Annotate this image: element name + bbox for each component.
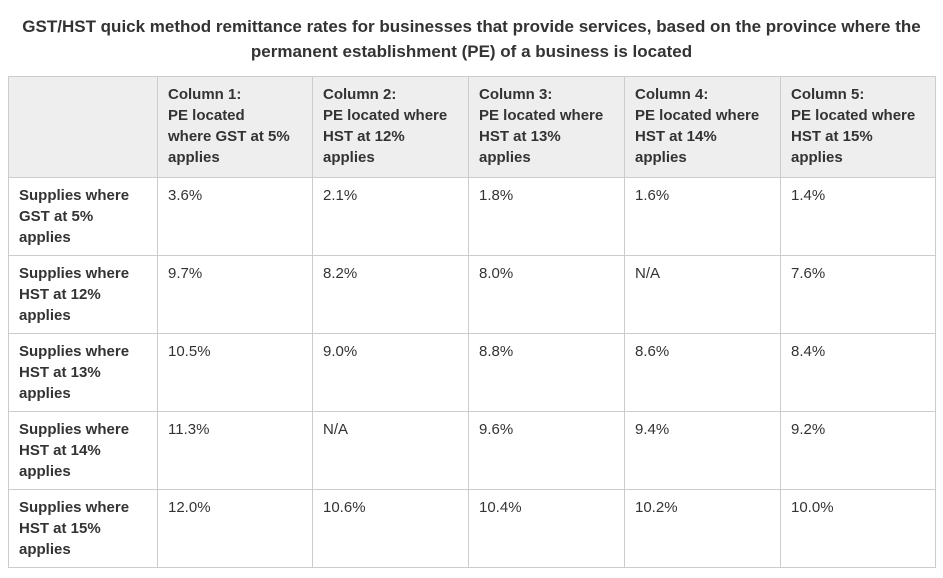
rate-cell: 9.0% (312, 333, 469, 412)
column-header-1: Column 1: PE located where GST at 5% app… (157, 76, 313, 178)
rate-cell: 8.0% (468, 255, 625, 334)
rate-cell: 10.2% (624, 489, 781, 568)
table-header-row: Column 1: PE located where GST at 5% app… (8, 76, 936, 178)
table-row: Supplies where HST at 13% applies 10.5% … (8, 333, 936, 412)
table-row: Supplies where GST at 5% applies 3.6% 2.… (8, 177, 936, 256)
rate-cell: 8.4% (780, 333, 936, 412)
table-row: Supplies where HST at 15% applies 12.0% … (8, 489, 936, 568)
rate-cell: 1.8% (468, 177, 625, 256)
rate-cell: 10.6% (312, 489, 469, 568)
rate-cell: 9.2% (780, 411, 936, 490)
rate-cell: 10.5% (157, 333, 313, 412)
rate-cell: N/A (312, 411, 469, 490)
row-header-hst-12: Supplies where HST at 12% applies (8, 255, 158, 334)
remittance-rates-table: Column 1: PE located where GST at 5% app… (8, 76, 936, 568)
rate-cell: 9.6% (468, 411, 625, 490)
column-header-4: Column 4: PE located where HST at 14% ap… (624, 76, 781, 178)
rate-cell: 7.6% (780, 255, 936, 334)
rate-cell: 10.0% (780, 489, 936, 568)
rate-cell: 3.6% (157, 177, 313, 256)
rate-cell: 12.0% (157, 489, 313, 568)
rate-cell: 9.7% (157, 255, 313, 334)
column-header-3: Column 3: PE located where HST at 13% ap… (468, 76, 625, 178)
row-header-gst-5: Supplies where GST at 5% applies (8, 177, 158, 256)
rate-cell: 9.4% (624, 411, 781, 490)
table-row: Supplies where HST at 12% applies 9.7% 8… (8, 255, 936, 334)
row-header-hst-15: Supplies where HST at 15% applies (8, 489, 158, 568)
page-title: GST/HST quick method remittance rates fo… (22, 17, 921, 61)
rate-cell: 8.8% (468, 333, 625, 412)
row-header-hst-14: Supplies where HST at 14% applies (8, 411, 158, 490)
column-header-2: Column 2: PE located where HST at 12% ap… (312, 76, 469, 178)
table-corner-cell (8, 76, 158, 178)
rate-cell: 8.2% (312, 255, 469, 334)
table-row: Supplies where HST at 14% applies 11.3% … (8, 411, 936, 490)
rate-cell: 10.4% (468, 489, 625, 568)
rate-cell: 2.1% (312, 177, 469, 256)
rate-cell: 8.6% (624, 333, 781, 412)
row-header-hst-13: Supplies where HST at 13% applies (8, 333, 158, 412)
rate-cell: 1.4% (780, 177, 936, 256)
column-header-5: Column 5: PE located where HST at 15% ap… (780, 76, 936, 178)
rate-cell: 1.6% (624, 177, 781, 256)
rate-cell: N/A (624, 255, 781, 334)
rate-cell: 11.3% (157, 411, 313, 490)
